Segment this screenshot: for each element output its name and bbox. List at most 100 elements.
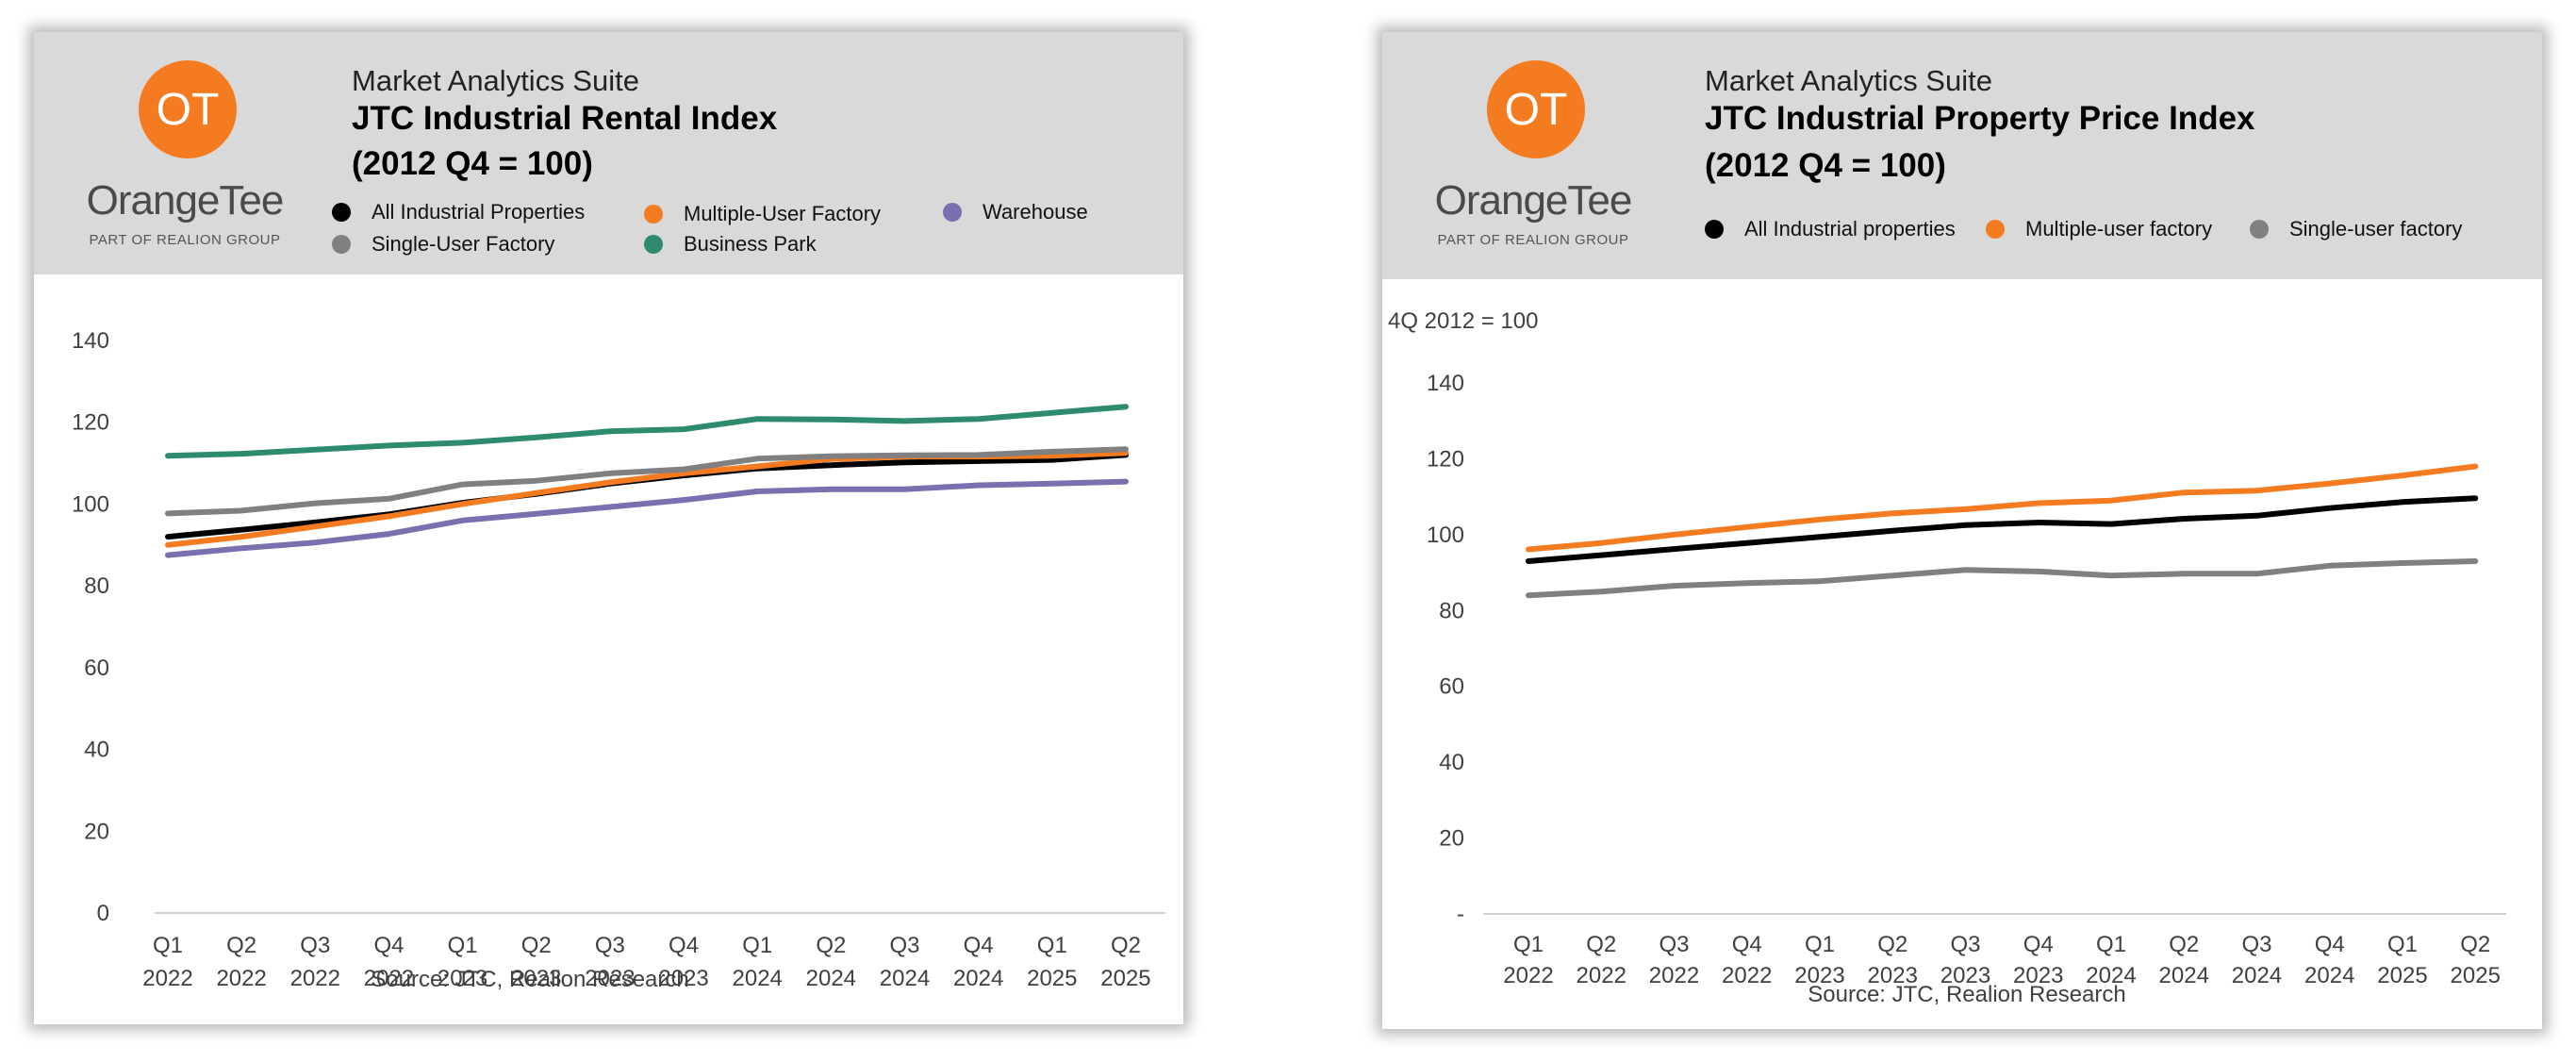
legend-item-business-park: Business Park — [644, 232, 817, 257]
x-tick-year: 2023 — [1794, 963, 1844, 988]
x-tick-label: Q4 2024 — [2304, 932, 2354, 988]
x-tick-year: 2025 — [1027, 966, 1077, 991]
legend-item-single-user: Single-user factory — [2250, 217, 2462, 241]
x-tick-quarter: Q2 — [2169, 932, 2199, 957]
suite-name: Market Analytics Suite — [1705, 64, 1992, 97]
legend-item-all-industrial: All Industrial properties — [1705, 217, 1956, 241]
y-tick-label: 80 — [1439, 598, 1464, 623]
y-tick-label: 0 — [97, 901, 109, 926]
x-tick-label: Q1 2024 — [2086, 932, 2136, 988]
series-line-warehouse — [165, 478, 1129, 558]
series-line-business-park — [165, 404, 1129, 459]
series-line-single-user-factory — [165, 446, 1129, 517]
legend-item-multiple-user: Multiple-User Factory — [644, 202, 881, 226]
x-tick-label: Q4 2022 — [1722, 932, 1772, 988]
legend-dot-icon — [332, 203, 351, 222]
source-note: Source: JTC, Realion Research — [371, 967, 688, 992]
x-tick-quarter: Q3 — [595, 933, 625, 958]
x-tick-quarter: Q3 — [1659, 932, 1689, 957]
y-tick-label: 100 — [72, 491, 109, 517]
series-line-multiple-user-factory — [1526, 463, 2479, 553]
x-tick-quarter: Q1 — [1805, 932, 1835, 957]
rental-index-chart: 0 20 40 60 80 100 120 140 Q1 2022 Q2 2022 Q3 2022 Q4 2… — [72, 328, 1165, 992]
x-tick-year: 2023 — [658, 966, 708, 991]
x-tick-label: Q2 2023 — [511, 933, 561, 991]
x-tick-year: 2023 — [2013, 963, 2063, 988]
x-tick-label: Q4 2022 — [364, 933, 414, 991]
panel-header: OT OrangeTee PART OF REALION GROUP Marke… — [34, 32, 1183, 274]
x-tick-label: Q2 2022 — [1577, 932, 1627, 988]
ot-monogram-icon: OT — [157, 85, 220, 135]
source-note: Source: JTC, Realion Research — [1808, 982, 2125, 1007]
y-tick-label: 120 — [72, 410, 109, 436]
x-tick-label: Q4 2024 — [953, 933, 1003, 991]
x-tick-quarter: Q2 — [2460, 932, 2490, 957]
x-tick-year: 2023 — [438, 966, 487, 991]
y-tick-label: 40 — [84, 738, 109, 763]
legend-dot-icon — [644, 205, 663, 224]
y-tick-label: 140 — [1427, 371, 1464, 396]
ot-monogram-icon: OT — [1505, 85, 1568, 135]
x-tick-year: 2022 — [364, 966, 414, 991]
svg-text:OT: OT — [1505, 85, 1568, 135]
y-tick-label: 20 — [84, 819, 109, 844]
svg-text:OT: OT — [157, 85, 220, 135]
x-tick-year: 2022 — [216, 966, 266, 991]
x-tick-quarter: Q2 — [226, 933, 256, 958]
logo-mark: OT — [1487, 60, 1585, 158]
y-tick-label: - — [1457, 902, 1464, 927]
x-tick-quarter: Q1 — [742, 933, 772, 958]
x-tick-quarter: Q2 — [1586, 932, 1616, 957]
y-tick-label: 140 — [72, 328, 109, 354]
legend-dot-icon — [943, 203, 962, 222]
suite-name: Market Analytics Suite — [352, 64, 639, 97]
x-tick-quarter: Q3 — [300, 933, 330, 958]
x-tick-quarter: Q4 — [2023, 932, 2054, 957]
y-tick-label: 80 — [84, 573, 109, 599]
x-tick-label: Q2 2022 — [216, 933, 266, 991]
legend-dot-icon — [644, 235, 663, 254]
x-tick-year: 2022 — [142, 966, 192, 991]
logo-tagline: PART OF REALION GROUP — [89, 232, 281, 248]
price-index-panel: OT OrangeTee PART OF REALION GROUP Marke… — [1382, 32, 2542, 1029]
x-tick-quarter: Q4 — [2315, 932, 2345, 957]
x-tick-label: Q1 2022 — [142, 933, 192, 991]
legend-item-multiple-user: Multiple-user factory — [1986, 217, 2212, 241]
x-tick-year: 2022 — [1722, 963, 1772, 988]
x-tick-quarter: Q4 — [964, 933, 994, 958]
orangetee-logo: OT OrangeTee PART OF REALION GROUP — [81, 60, 289, 249]
x-tick-year: 2022 — [1649, 963, 1699, 988]
x-tick-quarter: Q1 — [1513, 932, 1544, 957]
x-tick-quarter: Q3 — [889, 933, 919, 958]
x-tick-quarter: Q1 — [448, 933, 478, 958]
series-line-single-user-factory — [1526, 558, 2479, 599]
x-tick-year: 2024 — [880, 966, 930, 991]
x-tick-label: Q1 2025 — [1027, 933, 1077, 991]
y-tick-label: 100 — [1427, 523, 1464, 548]
x-tick-quarter: Q4 — [1732, 932, 1762, 957]
x-tick-quarter: Q2 — [1877, 932, 1907, 957]
x-tick-year: 2024 — [806, 966, 856, 991]
y-tick-label: 40 — [1439, 750, 1464, 775]
chart-title-line2: (2012 Q4 = 100) — [1705, 147, 1946, 184]
x-tick-quarter: Q3 — [1950, 932, 1980, 957]
panel-header: OT OrangeTee PART OF REALION GROUP Marke… — [1382, 32, 2542, 279]
legend-item-single-user: Single-User Factory — [332, 232, 554, 257]
x-tick-year: 2022 — [290, 966, 340, 991]
x-tick-label: Q1 2024 — [733, 933, 783, 991]
x-tick-label: Q3 2024 — [880, 933, 930, 991]
x-tick-year: 2024 — [2232, 963, 2282, 988]
chart-title-line2: (2012 Q4 = 100) — [352, 145, 593, 182]
legend-dot-icon — [2250, 220, 2269, 239]
series-line-all-industrial-properties — [1526, 495, 2479, 564]
legend-dot-icon — [1705, 220, 1724, 239]
x-tick-quarter: Q3 — [2241, 932, 2271, 957]
x-tick-year: 2022 — [1503, 963, 1553, 988]
logo-mark: OT — [139, 60, 237, 158]
x-tick-year: 2025 — [2377, 963, 2427, 988]
unit-note: 4Q 2012 = 100 — [1388, 308, 1538, 334]
x-tick-year: 2024 — [733, 966, 783, 991]
x-tick-year: 2023 — [1868, 963, 1918, 988]
x-tick-year: 2024 — [2159, 963, 2209, 988]
